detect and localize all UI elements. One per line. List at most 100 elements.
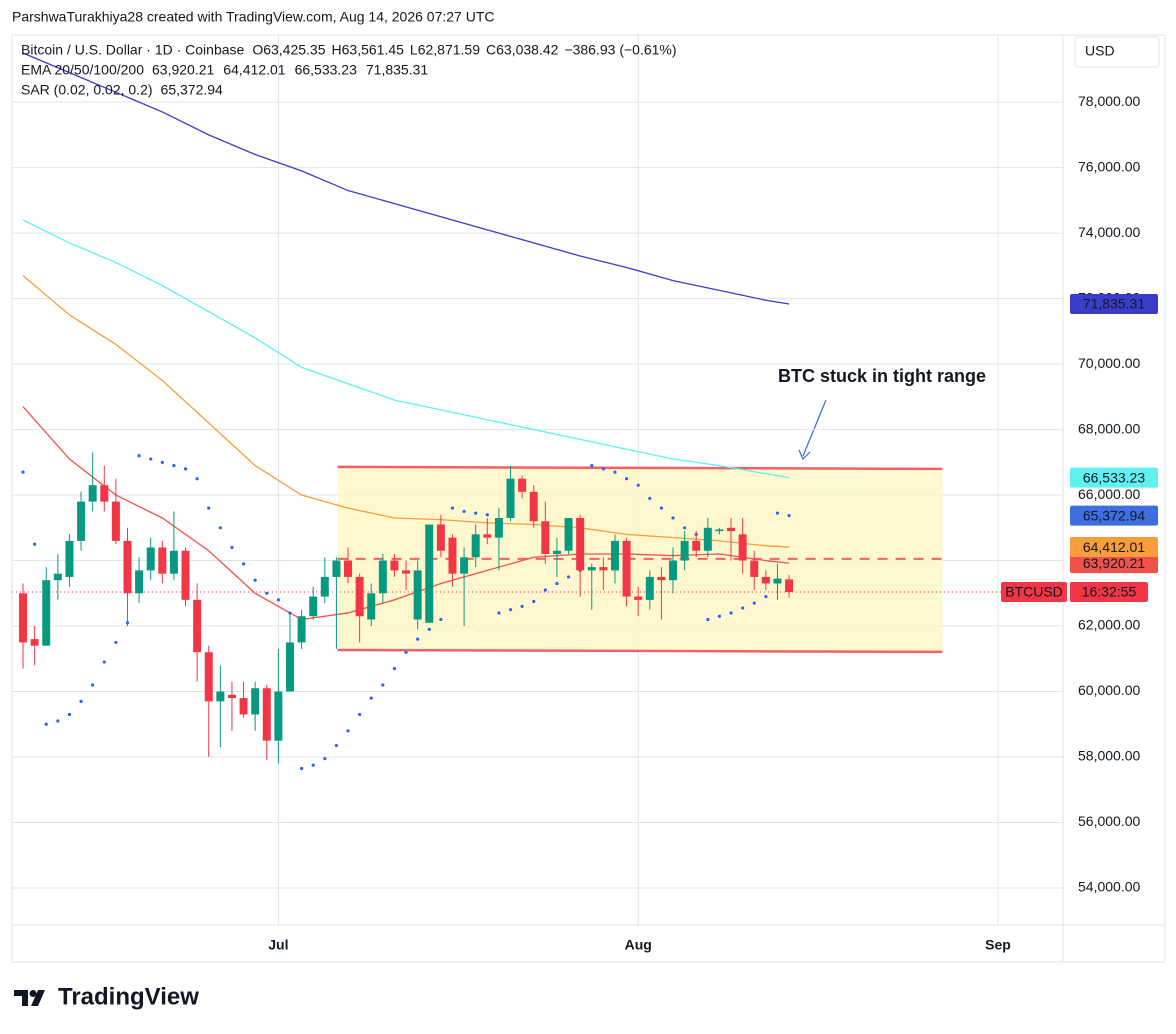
price-symbol-tag bbox=[1001, 582, 1067, 603]
sar-dot bbox=[369, 696, 373, 700]
candle-body bbox=[239, 698, 248, 715]
sar-dot bbox=[474, 511, 478, 515]
candle-body bbox=[262, 688, 271, 741]
candle-body bbox=[390, 560, 399, 571]
candle-body bbox=[518, 478, 527, 492]
sar-dot bbox=[706, 617, 710, 622]
sar-dot bbox=[659, 506, 664, 510]
sar-dot bbox=[729, 611, 733, 615]
candle-body bbox=[727, 527, 736, 532]
y-tick-label: 60,000.00 bbox=[1078, 682, 1140, 698]
candle-body bbox=[529, 491, 538, 522]
sar-dot bbox=[21, 470, 25, 474]
sar-dot bbox=[439, 617, 443, 622]
range-bottom bbox=[337, 648, 943, 654]
price-tag bbox=[1070, 293, 1158, 314]
candle-body bbox=[285, 642, 294, 692]
price-tag-label: 71,835.31 bbox=[1083, 296, 1145, 312]
candle-body bbox=[703, 527, 712, 551]
candle-body bbox=[622, 540, 631, 597]
price-tag bbox=[1070, 537, 1158, 558]
sar-dot bbox=[381, 683, 385, 687]
ema-line bbox=[22, 219, 790, 479]
sar-dot bbox=[508, 608, 513, 612]
price-tag-label: 63,920.21 bbox=[1083, 555, 1145, 571]
candle-body bbox=[402, 570, 411, 574]
currency[interactable]: USD bbox=[1085, 43, 1115, 59]
sar-dot bbox=[160, 460, 164, 464]
ohlc-key: L bbox=[410, 42, 418, 58]
sar-dot bbox=[91, 683, 95, 687]
sar-dot bbox=[79, 699, 83, 703]
sar-dot bbox=[462, 509, 466, 514]
y-tick-label: 78,000.00 bbox=[1078, 93, 1140, 109]
currency-box[interactable] bbox=[1074, 36, 1160, 68]
sar-dot bbox=[33, 542, 37, 546]
candle-body bbox=[65, 540, 74, 577]
candle-body bbox=[471, 534, 480, 558]
candle-body bbox=[169, 550, 178, 574]
sar-dot bbox=[427, 627, 431, 631]
sar-dot bbox=[648, 496, 652, 500]
candle-body bbox=[587, 567, 596, 571]
sar-dot bbox=[636, 483, 640, 487]
candle-body bbox=[309, 596, 318, 617]
candle-body bbox=[773, 578, 782, 584]
y-tick-label: 66,000.00 bbox=[1078, 486, 1140, 502]
ohlc-value: 62,871.59 bbox=[418, 42, 480, 58]
sar-dot bbox=[241, 562, 246, 566]
sar-dot bbox=[787, 513, 791, 518]
x-tick-label: Aug bbox=[625, 937, 652, 953]
sar-dot bbox=[56, 719, 60, 723]
y-tick-label: 68,000.00 bbox=[1078, 420, 1140, 436]
candle-body bbox=[692, 540, 701, 551]
candle-body bbox=[610, 540, 619, 571]
sar-dot bbox=[741, 606, 745, 610]
candle-body bbox=[146, 547, 155, 571]
sar-dot bbox=[566, 575, 571, 579]
price-tag bbox=[1070, 505, 1158, 526]
y-tick-label: 58,000.00 bbox=[1078, 748, 1140, 764]
candle-body bbox=[645, 576, 654, 600]
candle-body bbox=[367, 593, 376, 620]
candle-body bbox=[413, 570, 422, 620]
ohlc-value: 63,425.35 bbox=[263, 42, 325, 58]
candle-body bbox=[448, 537, 457, 574]
ohlc-key: O bbox=[252, 42, 263, 58]
x-tick-label: Sep bbox=[985, 937, 1011, 953]
sar-dot bbox=[334, 743, 339, 748]
candle-body bbox=[564, 517, 573, 551]
sar-dot bbox=[44, 722, 48, 726]
candle-body bbox=[785, 579, 794, 593]
sar-dot bbox=[172, 463, 176, 468]
candle-body bbox=[460, 557, 469, 574]
brand-logo bbox=[14, 990, 45, 1006]
sar-dot bbox=[265, 591, 269, 595]
candle-body bbox=[436, 524, 445, 551]
indicator-label: EMA 20/50/100/200 bbox=[21, 62, 144, 78]
candle-body bbox=[738, 534, 747, 561]
candle-body bbox=[77, 501, 86, 541]
indicator-value: 65,372.94 bbox=[161, 82, 223, 98]
candle-body bbox=[634, 596, 643, 600]
price-tag bbox=[1070, 553, 1158, 574]
candle-body bbox=[30, 639, 39, 646]
sar-dot bbox=[764, 594, 768, 599]
y-tick-label: 74,000.00 bbox=[1078, 224, 1140, 240]
legend-title: Bitcoin / U.S. Dollar · 1D · Coinbase bbox=[21, 42, 245, 58]
candle-body bbox=[216, 691, 225, 702]
sar-dot bbox=[532, 599, 536, 604]
price-tag bbox=[1070, 467, 1158, 488]
sar-dot bbox=[520, 604, 524, 608]
ohlc-value: 63,561.45 bbox=[342, 42, 404, 58]
y-tick-label: 54,000.00 bbox=[1078, 879, 1140, 895]
indicator-value: 71,835.31 bbox=[366, 62, 428, 78]
candle-body bbox=[715, 529, 724, 532]
sar-dot bbox=[717, 614, 722, 618]
candle-body bbox=[100, 485, 109, 502]
attribution: ParshwaTurakhiya28 created with TradingV… bbox=[12, 9, 495, 25]
countdown-tag bbox=[1070, 582, 1148, 603]
sar-dot bbox=[207, 506, 211, 510]
candle-body bbox=[576, 517, 585, 571]
candle-body bbox=[227, 694, 236, 699]
